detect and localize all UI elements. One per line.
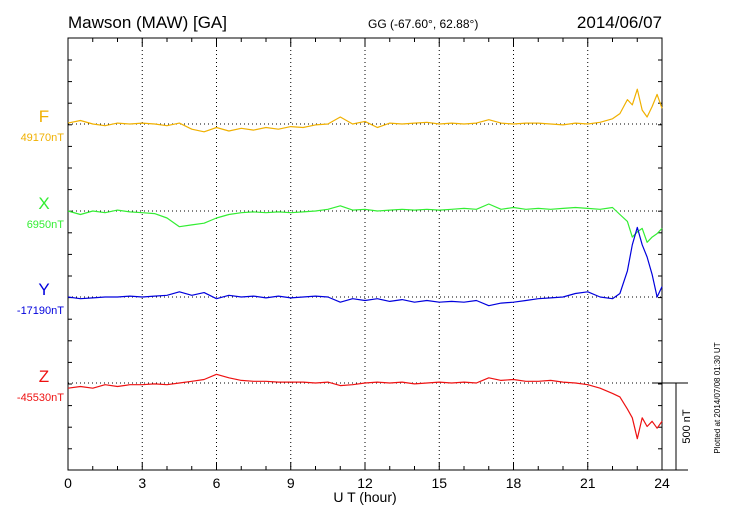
x-tick-label: 9 [287,475,295,491]
station-coords: GG (-67.60°, 62.88°) [368,17,478,31]
series-baseline-z: -45530nT [17,392,64,404]
series-baseline-y: -17190nT [17,305,64,317]
series-lines [67,88,663,440]
series-name-y: Y [38,280,49,299]
x-axis-label: U T (hour) [333,489,396,505]
axis-ticks [67,38,663,470]
x-tick-label: 12 [357,475,373,491]
series-labels: F 49170nT X 6950nT Y -17190nT Z -45530nT [17,107,64,404]
scale-bar: 500 nT [652,382,693,471]
series-baseline-f: 49170nT [21,132,65,144]
scale-bar-label: 500 nT [681,409,693,444]
x-tick-label: 0 [64,475,72,491]
x-tick-label: 18 [506,475,522,491]
x-tick-label: 3 [138,475,146,491]
station-title: Mawson (MAW) [GA] [68,13,227,32]
plot-date: 2014/06/07 [577,13,662,32]
series-line-f [67,88,663,133]
x-tick-label: 21 [580,475,596,491]
plotted-at-note: Plotted at 2014/07/08 01:30 UT [713,342,722,453]
x-tick-label: 15 [431,475,447,491]
vertical-grid [141,38,589,470]
series-line-x [67,203,663,243]
series-line-y [67,226,663,307]
x-tick-label: 24 [654,475,670,491]
series-line-z [67,373,663,440]
series-name-x: X [38,194,49,213]
x-tick-label: 6 [213,475,221,491]
x-tick-labels: 0 3 6 9 12 15 18 21 24 [64,475,670,491]
series-name-f: F [39,107,49,126]
series-name-z: Z [39,367,49,386]
series-baseline-x: 6950nT [27,219,65,231]
